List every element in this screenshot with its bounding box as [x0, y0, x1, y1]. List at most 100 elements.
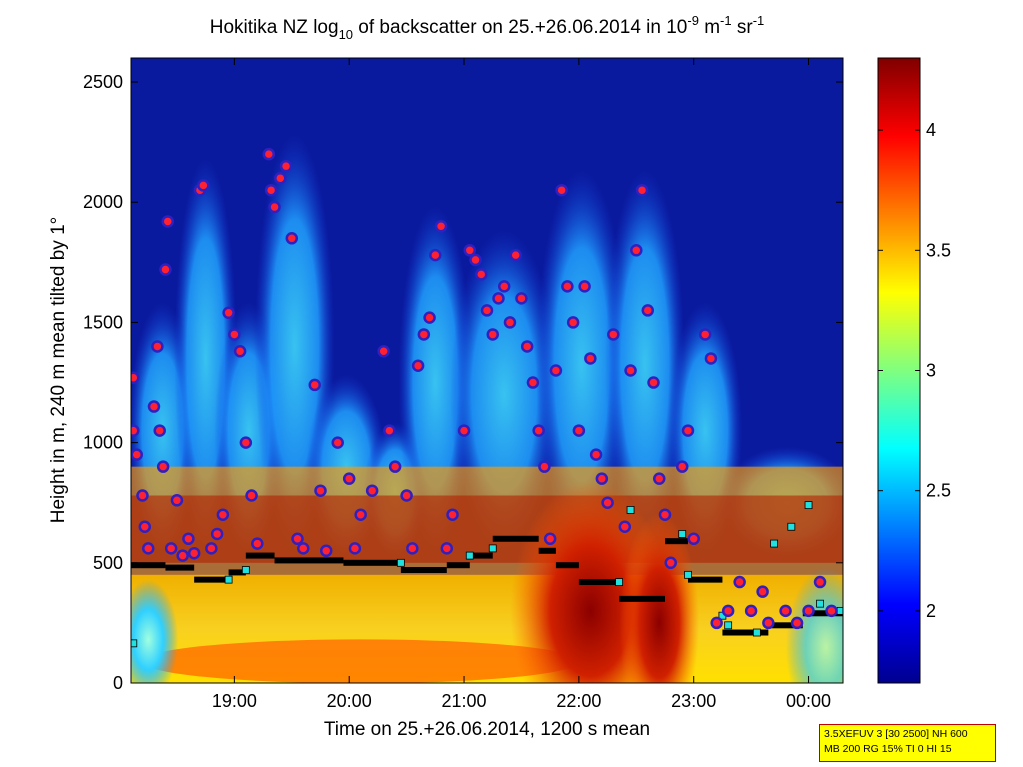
mixing-layer-segment [194, 576, 229, 583]
low-cyan-region-right [785, 566, 843, 683]
x-tick-label: 23:00 [671, 691, 716, 711]
mixing-layer-segment [245, 552, 275, 559]
cloud-base-point [664, 556, 677, 570]
aerosol-layer-point [787, 522, 796, 531]
plot-frame [130, 57, 844, 684]
x-tick-label: 19:00 [212, 691, 257, 711]
cloud-base-point [762, 616, 775, 630]
cloud-base-point [285, 232, 299, 245]
mixing-layer-segment [722, 629, 769, 636]
cloud-region [605, 170, 685, 559]
cloud-base-point [486, 328, 499, 341]
mixing-layer-segment [469, 552, 493, 559]
cloud-base-point [457, 424, 471, 437]
x-axis: 19:00 20:00 21:00 22:00 23:00 00:00 [212, 58, 831, 711]
cloud-base-point [411, 359, 425, 372]
cloud-base-point [268, 200, 281, 214]
y-tick-label: 500 [93, 553, 123, 573]
cloud-base-point [526, 376, 540, 389]
cloud-region [536, 170, 628, 559]
aerosol-layer-point [465, 551, 474, 560]
cloud-base-point [515, 292, 528, 305]
colorbar-gradient [877, 57, 921, 684]
aerosol-layer-point [626, 506, 635, 514]
colorbar-ticks: 2 2.5 3 3.5 4 [878, 120, 951, 621]
cloud-base-point [400, 489, 413, 502]
cloud-base-point [675, 460, 689, 473]
cloud-base-point [291, 532, 304, 546]
cloud-base-point [779, 604, 792, 618]
y-tick-label: 0 [113, 673, 123, 693]
mixing-layer-segment [492, 535, 539, 542]
cloud-base-point [492, 292, 505, 305]
cloud-base-point [475, 268, 488, 281]
cloud-base-point [813, 575, 827, 589]
mixing-layer-segment [165, 564, 195, 571]
x-tick-label: 20:00 [327, 691, 372, 711]
cloud-base-point [131, 424, 140, 437]
cloud-base-point [233, 345, 247, 358]
cloud-base-point [503, 316, 517, 329]
cloud-base-point [584, 352, 597, 365]
cloud-base-point [641, 304, 655, 317]
cloud-base-point [342, 472, 356, 485]
cloud-base-point [721, 604, 735, 618]
cloud-base-point [377, 345, 390, 358]
mixing-layer-segment [400, 567, 447, 574]
cloud-base-point [480, 304, 494, 317]
cloud-base-point [365, 484, 379, 497]
x-tick-label: 22:00 [556, 691, 601, 711]
cloud-base-point [572, 424, 586, 437]
cloud-base-point [630, 244, 643, 257]
mixing-layer-segment [446, 562, 470, 569]
cloud-base-point [388, 460, 402, 473]
cloud-base-point [423, 311, 436, 324]
cloud-base-point [446, 508, 459, 521]
cloud-base-point [383, 424, 396, 437]
cloud-base-point [406, 542, 419, 555]
mixing-layer-segment [131, 562, 166, 569]
cloud-base-point [239, 436, 253, 449]
cloud-base-point [434, 220, 448, 233]
cloud-base-point [151, 340, 164, 353]
aerosol-layer-point [224, 575, 233, 584]
cloud-base-point [210, 527, 224, 541]
cloud-base-point [658, 508, 672, 521]
colorbar-tick-label: 2.5 [926, 481, 951, 501]
mixing-layer-segment [274, 557, 344, 564]
cloud-base-point [681, 424, 695, 437]
cloud-base-point [653, 472, 666, 485]
cloud-base-point [274, 171, 287, 185]
cloud-base-point [469, 253, 482, 267]
cloud-base-point [543, 532, 557, 546]
mixing-layer-segment [687, 576, 723, 583]
cloud-base-point [131, 448, 143, 461]
aerosol-layer-point [615, 578, 623, 586]
cloud-base-point [314, 484, 327, 497]
mixing-layer-segment [538, 547, 556, 554]
cloud-base-point [245, 489, 258, 502]
surface-layer [140, 639, 581, 683]
y-axis: 0 500 1000 1500 2000 2500 [83, 72, 843, 693]
cloud-base-point [566, 316, 580, 329]
cloud-base-point [578, 280, 591, 293]
cloud-base-point [279, 159, 293, 173]
cloud-base-point [509, 248, 522, 262]
low-cyan-region [131, 579, 179, 683]
cloud-base-point [463, 244, 477, 257]
cloud-base-point [520, 340, 534, 353]
cloud-base-point [733, 575, 746, 589]
cloud-base-point [136, 489, 149, 502]
cloud-base-point [308, 378, 321, 392]
aerosol-layer-point [678, 530, 687, 538]
cloud-base-point [429, 248, 442, 262]
cloud-base-point [561, 280, 574, 293]
aerosol-layer-point [804, 501, 813, 510]
cloud-base-point [417, 328, 431, 341]
cloud-base-point [532, 424, 545, 437]
mixing-layer-segment [578, 579, 620, 586]
cloud-base-point [601, 496, 614, 509]
x-tick-label: 00:00 [786, 691, 831, 711]
cloud-base-point [440, 542, 454, 555]
cloud-base-point [595, 472, 609, 485]
